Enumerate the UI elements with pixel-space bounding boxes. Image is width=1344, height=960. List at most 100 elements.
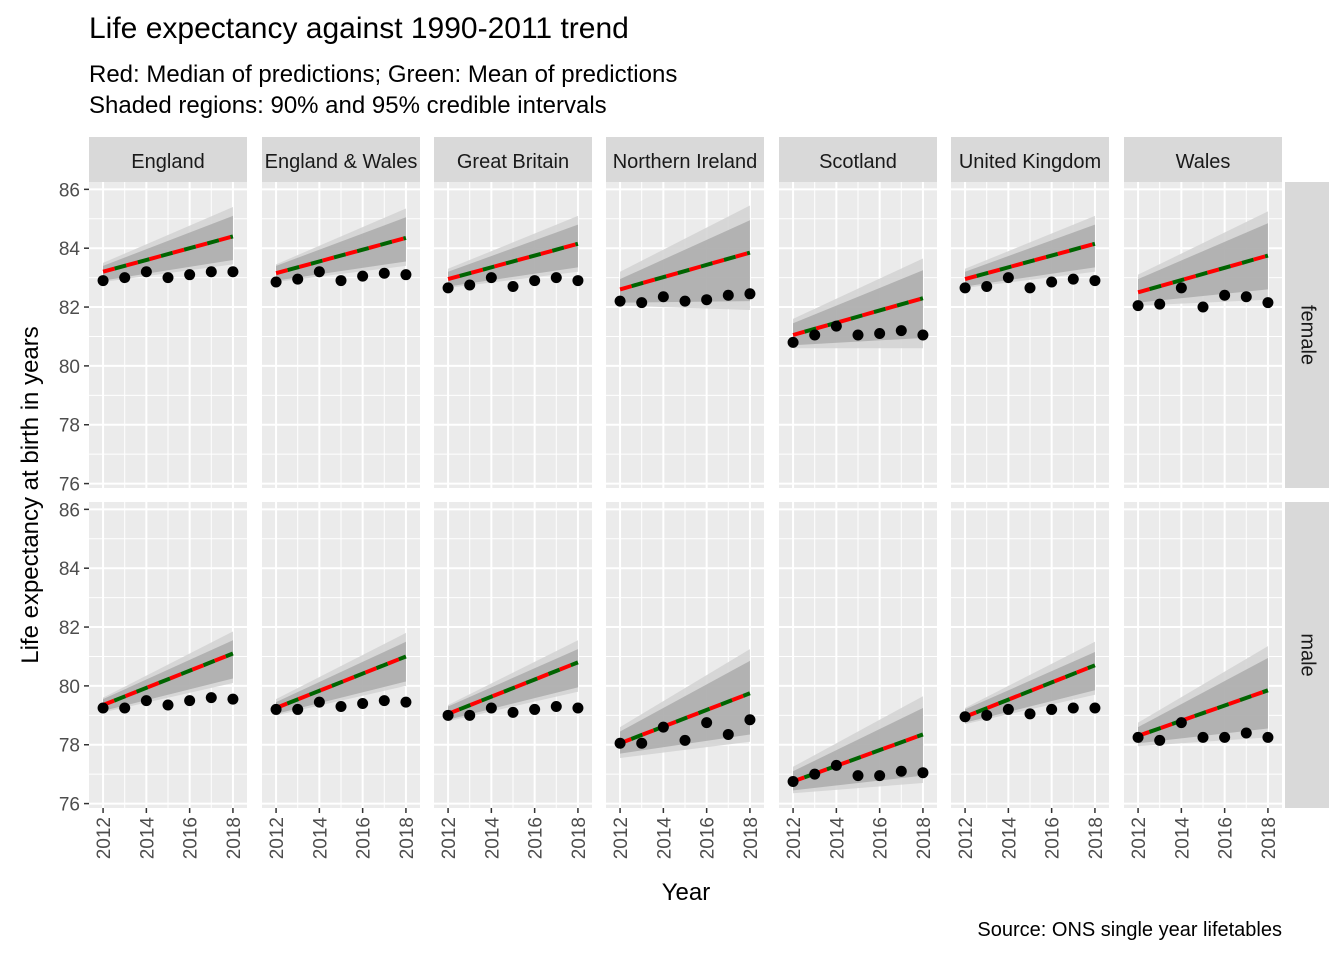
observed-point-england-wales-female xyxy=(270,276,282,288)
observed-point-england-female xyxy=(227,266,239,278)
mean-line-england-wales-male xyxy=(275,654,407,710)
x-tick-label: 2016 xyxy=(871,817,892,859)
facet-strip-great-britain xyxy=(434,137,592,182)
x-tick-label: 2014 xyxy=(1172,817,1193,860)
y-tick-label: 78 xyxy=(59,736,80,757)
observed-point-great-britain-male xyxy=(529,703,541,715)
observed-point-england-wales-female xyxy=(357,270,369,282)
observed-point-england-male xyxy=(140,695,152,707)
mean-line-england-female xyxy=(102,234,234,274)
x-tick-label: 2018 xyxy=(397,817,418,859)
y-tick-label: 86 xyxy=(59,500,80,521)
observed-point-great-britain-male xyxy=(507,706,519,718)
observed-point-england-wales-male xyxy=(292,703,304,715)
observed-point-northern-ireland-female xyxy=(636,297,648,309)
observed-point-great-britain-female xyxy=(485,272,497,284)
facet-label-wales: Wales xyxy=(1176,151,1231,173)
observed-point-united-kingdom-male xyxy=(1002,703,1014,715)
x-tick-label: 2012 xyxy=(784,817,805,859)
observed-point-england-female xyxy=(184,269,196,281)
y-tick-label: 78 xyxy=(59,416,80,437)
x-tick-label: 2014 xyxy=(310,817,331,860)
observed-point-northern-ireland-female xyxy=(722,289,734,301)
x-axis-title: Year xyxy=(662,879,711,906)
observed-point-wales-female xyxy=(1175,282,1187,294)
chart-caption: Source: ONS single year lifetables xyxy=(977,919,1282,941)
observed-point-scotland-female xyxy=(809,329,821,341)
facet-strip-wales xyxy=(1124,137,1282,182)
x-tick-label: 2018 xyxy=(1259,817,1280,859)
observed-point-wales-female xyxy=(1262,297,1274,309)
y-tick-label: 84 xyxy=(59,239,81,260)
observed-point-northern-ireland-male xyxy=(679,734,691,746)
y-tick-label: 82 xyxy=(59,618,80,639)
x-tick-label: 2016 xyxy=(1043,817,1064,859)
x-tick-label: 2018 xyxy=(569,817,590,859)
observed-point-wales-female xyxy=(1240,291,1252,303)
x-tick-label: 2012 xyxy=(94,817,115,859)
facet-strip-scotland xyxy=(779,137,937,182)
facet-label-england: England xyxy=(131,151,204,173)
facet-strip-england xyxy=(89,137,247,182)
observed-point-united-kingdom-female xyxy=(1067,273,1079,285)
observed-point-scotland-female xyxy=(852,329,864,341)
observed-point-northern-ireland-male xyxy=(744,714,756,726)
observed-point-england-male xyxy=(162,699,174,711)
observed-point-england-female xyxy=(97,275,109,287)
observed-point-northern-ireland-male xyxy=(722,728,734,740)
y-tick-label: 82 xyxy=(59,298,80,319)
observed-point-northern-ireland-female xyxy=(614,295,626,307)
observed-point-scotland-female xyxy=(895,325,907,337)
observed-point-england-female xyxy=(140,266,152,278)
x-tick-label: 2014 xyxy=(137,817,158,860)
facet-label-england-wales: England & Wales xyxy=(265,151,418,173)
observed-point-great-britain-male xyxy=(464,709,476,721)
observed-point-northern-ireland-female xyxy=(657,291,669,303)
observed-point-england-female xyxy=(205,266,217,278)
mean-line-great-britain-male xyxy=(447,660,579,716)
observed-point-england-male xyxy=(119,702,131,714)
facet-strip-united-kingdom xyxy=(951,137,1109,182)
chart-title: Life expectancy against 1990-2011 trend xyxy=(89,12,629,45)
facet-label-united-kingdom: United Kingdom xyxy=(959,151,1101,173)
observed-point-scotland-male xyxy=(809,768,821,780)
observed-point-england-wales-female xyxy=(292,273,304,285)
facet-strip-northern-ireland xyxy=(606,137,764,182)
observed-point-united-kingdom-female xyxy=(1089,275,1101,287)
x-tick-label: 2016 xyxy=(354,817,375,859)
x-tick-label: 2012 xyxy=(1129,817,1150,859)
x-tick-label: 2018 xyxy=(224,817,245,859)
observed-point-united-kingdom-male xyxy=(959,711,971,723)
x-tick-label: 2014 xyxy=(827,817,848,860)
y-tick-label: 80 xyxy=(59,357,80,378)
observed-point-wales-male xyxy=(1175,717,1187,729)
x-tick-label: 2016 xyxy=(698,817,719,859)
observed-point-great-britain-female xyxy=(529,275,541,287)
observed-point-wales-female xyxy=(1132,300,1144,312)
observed-point-wales-female xyxy=(1219,289,1231,301)
chart-subtitle-line-1: Red: Median of predictions; Green: Mean … xyxy=(89,61,678,88)
chart-subtitle-line-2: Shaded regions: 90% and 95% credible int… xyxy=(89,92,607,119)
observed-point-united-kingdom-male xyxy=(981,709,993,721)
observed-point-england-wales-male xyxy=(400,696,412,708)
observed-point-england-female xyxy=(119,272,131,284)
observed-point-scotland-male xyxy=(874,770,886,782)
observed-point-scotland-male xyxy=(917,767,929,779)
mean-line-united-kingdom-female xyxy=(964,241,1096,282)
facet-strip-england-wales xyxy=(262,137,420,182)
observed-point-united-kingdom-male xyxy=(1067,702,1079,714)
x-tick-label: 2018 xyxy=(741,817,762,859)
observed-point-great-britain-female xyxy=(550,272,562,284)
observed-point-england-wales-female xyxy=(400,269,412,281)
mean-line-wales-female xyxy=(1137,253,1269,295)
y-axis-title: Life expectancy at birth in years xyxy=(17,326,44,664)
observed-point-england-female xyxy=(162,272,174,284)
x-tick-label: 2012 xyxy=(439,817,460,859)
observed-point-scotland-male xyxy=(895,765,907,777)
mean-line-united-kingdom-male xyxy=(964,663,1096,719)
observed-point-wales-male xyxy=(1262,731,1274,743)
x-tick-label: 2014 xyxy=(999,817,1020,860)
x-tick-label: 2016 xyxy=(1216,817,1237,859)
observed-point-northern-ireland-male xyxy=(636,737,648,749)
observed-point-united-kingdom-male xyxy=(1046,703,1058,715)
